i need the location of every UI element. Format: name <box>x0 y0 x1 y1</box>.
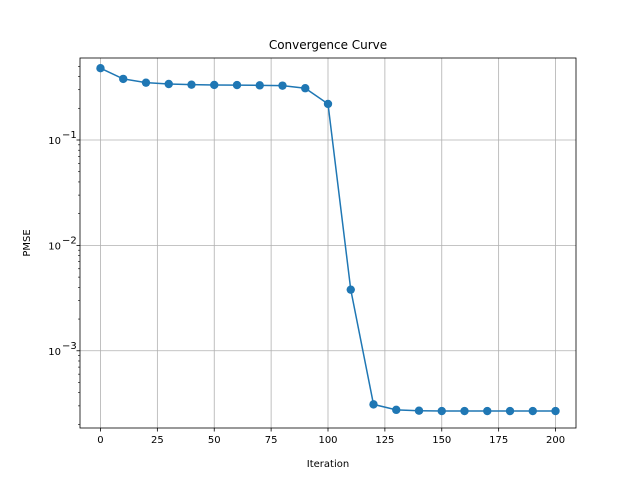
data-point <box>164 79 173 89</box>
x-tick-label: 100 <box>318 435 337 446</box>
x-tick-label: 200 <box>546 435 565 446</box>
data-point <box>528 406 537 416</box>
y-tick-base: 10 <box>48 136 61 147</box>
chart-title: Convergence Curve <box>269 38 387 52</box>
data-point <box>301 84 310 93</box>
x-axis: 0 25 50 75 100 125 150 175 200 <box>97 428 565 446</box>
x-tick-label: 175 <box>489 435 508 446</box>
data-point <box>437 406 446 416</box>
x-tick-label: 125 <box>375 435 394 446</box>
data-point <box>255 81 264 90</box>
y-tick-label: 10 <box>48 136 61 147</box>
data-point <box>96 64 105 73</box>
x-tick-label: 0 <box>97 435 103 446</box>
data-point <box>551 406 560 416</box>
data-point <box>483 406 492 416</box>
data-point <box>460 406 469 416</box>
series-layer <box>96 64 560 416</box>
y-tick-label: 10 <box>48 241 61 252</box>
y-tick-exponent: −1 <box>62 130 77 141</box>
x-axis-label: Iteration <box>307 459 349 470</box>
data-point <box>369 400 378 409</box>
data-point <box>346 285 355 294</box>
data-point <box>210 80 219 90</box>
y-axis: 10−310−210−1 <box>48 66 80 425</box>
data-point <box>414 406 424 415</box>
data-point <box>392 405 401 415</box>
y-tick-base: 10 <box>48 347 61 358</box>
x-tick-label: 150 <box>432 435 451 446</box>
y-tick-base: 10 <box>48 241 61 252</box>
y-axis-label: PMSE <box>22 229 33 256</box>
y-tick-exponent: −2 <box>62 235 77 246</box>
data-point <box>232 80 242 90</box>
data-point <box>119 74 128 84</box>
x-tick-label: 50 <box>208 435 221 446</box>
grid <box>80 58 576 428</box>
data-point <box>323 99 333 109</box>
y-tick-exponent: −3 <box>62 341 77 352</box>
y-tick-label: 10 <box>48 347 61 358</box>
x-tick-label: 75 <box>265 435 278 446</box>
data-point <box>505 406 515 416</box>
data-point <box>278 81 287 90</box>
data-point <box>141 78 151 87</box>
data-point <box>187 80 196 89</box>
x-tick-label: 25 <box>151 435 164 446</box>
